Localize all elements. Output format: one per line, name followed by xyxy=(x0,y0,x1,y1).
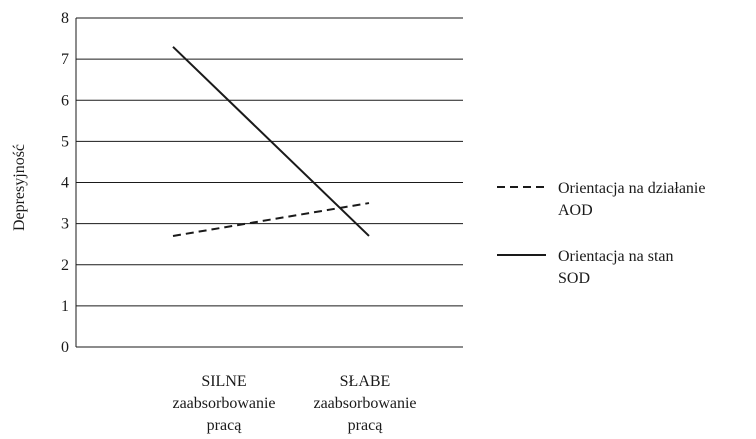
legend-label-0-line-1: AOD xyxy=(558,202,593,219)
x-category-1-line-2: pracą xyxy=(348,417,384,434)
y-tick-7: 7 xyxy=(61,51,69,68)
y-tick-8: 8 xyxy=(61,10,69,27)
series-line-1 xyxy=(172,46,370,237)
y-tick-2: 2 xyxy=(61,257,69,274)
grid-lines xyxy=(76,17,463,307)
x-category-1-line-1: zaabsorbowanie xyxy=(313,395,416,412)
y-tick-1: 1 xyxy=(61,298,69,315)
legend: Orientacja na działanie AOD Orientacja na … xyxy=(497,180,705,287)
x-category-labels: SILNE zaabsorbowanie pracą SŁABE zaabsorbowa… xyxy=(172,373,416,434)
y-tick-labels: 0 1 2 3 4 5 6 7 8 xyxy=(61,10,69,356)
x-category-1-line-0: SŁABE xyxy=(340,373,391,390)
y-tick-3: 3 xyxy=(61,216,69,233)
y-tick-6: 6 xyxy=(61,92,69,109)
x-category-0-line-0: SILNE xyxy=(201,373,246,390)
axes xyxy=(75,18,463,348)
legend-label-1-line-0: Orientacja na stan xyxy=(558,248,674,265)
legend-label-0-line-0: Orientacja na działanie xyxy=(558,180,705,197)
y-tick-0: 0 xyxy=(61,339,69,356)
x-category-0-line-2: pracą xyxy=(207,417,243,434)
y-tick-4: 4 xyxy=(61,175,69,192)
series-line-0 xyxy=(172,202,370,237)
x-category-0-line-1: zaabsorbowanie xyxy=(172,395,275,412)
y-axis-label: Depresyjność xyxy=(11,144,28,231)
legend-label-1-line-1: SOD xyxy=(558,270,590,287)
y-tick-5: 5 xyxy=(61,133,69,150)
series-lines xyxy=(172,46,370,237)
